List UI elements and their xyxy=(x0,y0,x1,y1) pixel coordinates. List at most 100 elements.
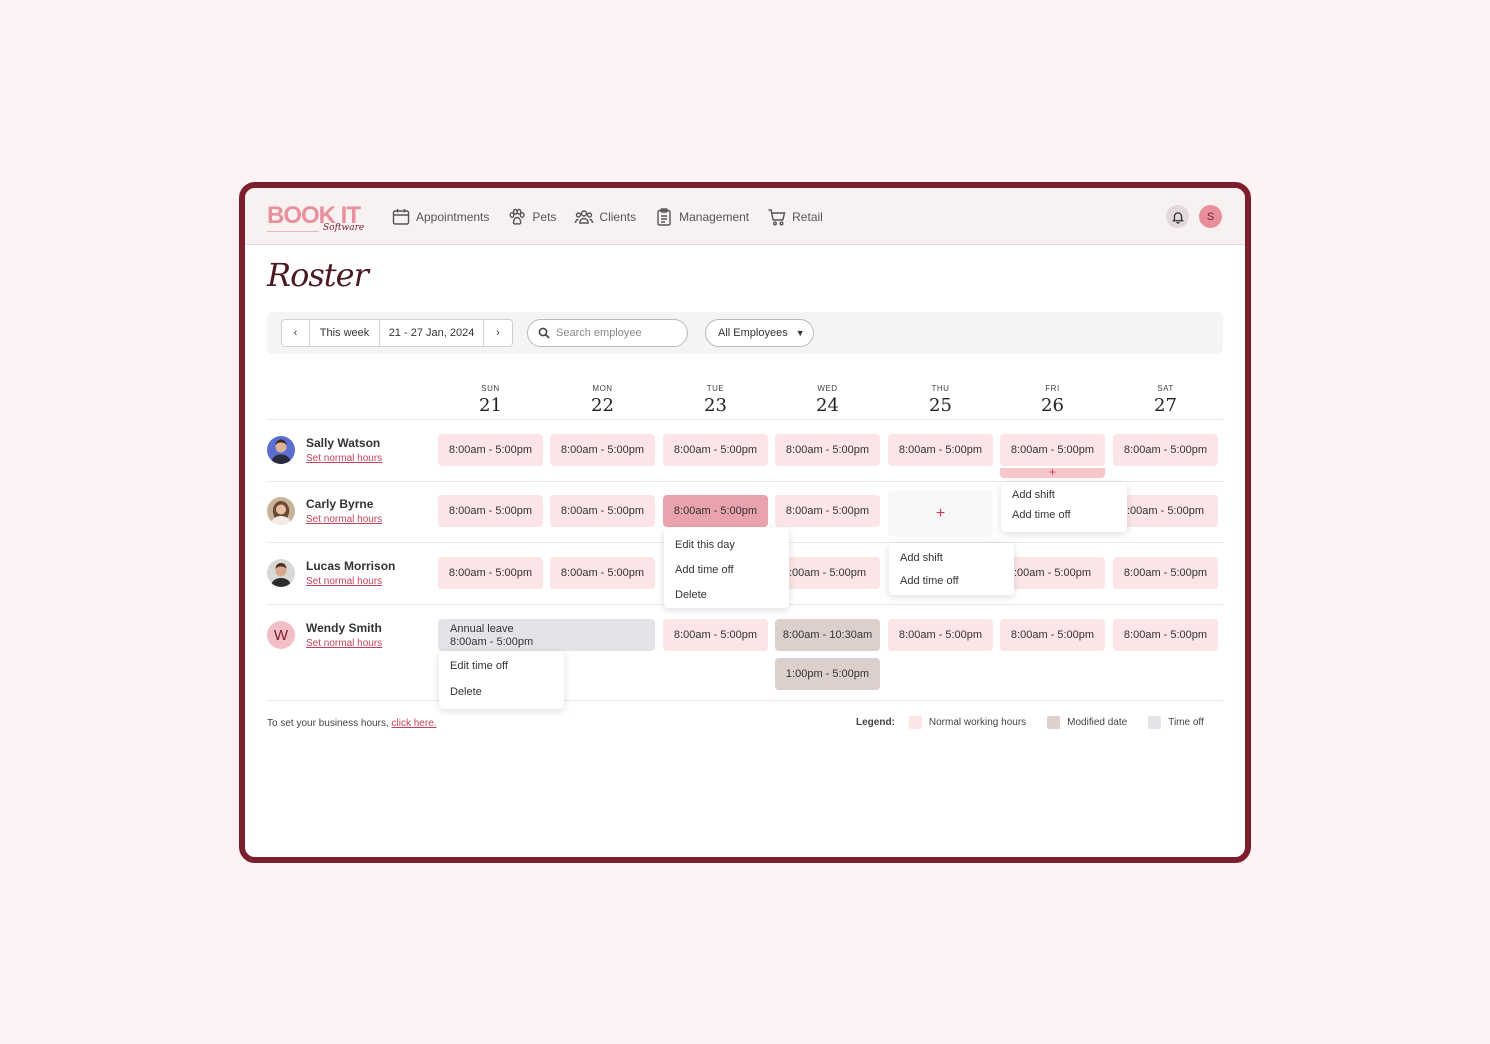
menu-item-add-time-off[interactable]: Add time off xyxy=(675,563,734,576)
shift-cell-selected[interactable]: 8:00am - 5:00pm xyxy=(663,495,768,527)
set-normal-hours-link[interactable]: Set normal hours xyxy=(306,514,383,525)
set-normal-hours-link[interactable]: Set normal hours xyxy=(306,638,383,649)
logo[interactable]: BOOK IT Software xyxy=(267,198,377,238)
this-week-button[interactable]: This week xyxy=(310,320,380,346)
day-name: FRI xyxy=(1045,384,1060,393)
employee-carly-byrne: Carly Byrne Set normal hours xyxy=(267,491,382,531)
shift-actions-menu: Edit this day Add time off Delete xyxy=(664,528,789,608)
shift-cell[interactable]: 8:00am - 5:00pm xyxy=(888,434,993,466)
legend-title: Legend: xyxy=(856,717,895,728)
avatar[interactable] xyxy=(267,497,295,525)
employee-wendy-smith: W Wendy Smith Set normal hours xyxy=(267,615,382,655)
previous-week-button[interactable]: ‹ xyxy=(282,320,310,346)
day-date: 22 xyxy=(591,395,614,416)
nav-retail[interactable]: Retail xyxy=(767,207,823,227)
row-divider xyxy=(267,700,1223,701)
modified-shift-cell[interactable]: 1:00pm - 5:00pm xyxy=(775,658,880,690)
bell-icon xyxy=(1171,211,1184,224)
shift-cell[interactable]: 8:00am - 5:00pm xyxy=(438,434,543,466)
search-employee-input[interactable] xyxy=(556,327,676,339)
nav-management[interactable]: Management xyxy=(654,207,749,227)
menu-item-add-time-off[interactable]: Add time off xyxy=(900,574,959,587)
nav-label: Retail xyxy=(792,209,823,224)
nav-label: Clients xyxy=(599,209,637,224)
day-date: 21 xyxy=(479,395,502,416)
menu-item-edit-this-day[interactable]: Edit this day xyxy=(675,538,735,551)
day-date: 26 xyxy=(1041,395,1064,416)
note-text: To set your business hours, xyxy=(267,718,392,729)
date-range[interactable]: 21 - 27 Jan, 2024 xyxy=(380,320,484,346)
roster-toolbar: ‹ This week 21 - 27 Jan, 2024 › All Empl… xyxy=(267,312,1223,354)
menu-item-add-time-off[interactable]: Add time off xyxy=(1012,509,1071,521)
employee-name: Sally Watson xyxy=(306,436,381,450)
shift-cell[interactable]: :00am - 5:00pm xyxy=(1113,495,1218,527)
row-divider xyxy=(267,419,1223,420)
set-normal-hours-link[interactable]: Set normal hours xyxy=(306,576,383,587)
day-header-thu: THU 25 xyxy=(888,384,993,416)
menu-item-add-shift[interactable]: Add shift xyxy=(900,551,943,564)
shift-cell[interactable]: 8:00am - 5:00pm xyxy=(663,434,768,466)
legend-swatch xyxy=(908,716,922,729)
add-shift-plus-button[interactable]: + xyxy=(1000,466,1105,478)
nav-clients[interactable]: Clients xyxy=(574,207,636,227)
chevron-down-icon: ▼ xyxy=(795,328,805,338)
shift-cell[interactable]: 8:00am - 5:00pm xyxy=(550,557,655,589)
add-shift-empty-cell[interactable]: + xyxy=(888,491,993,537)
app-window: BOOK IT Software Appointments Pets Clien… xyxy=(239,182,1251,863)
employee-name: Carly Byrne xyxy=(306,497,374,511)
next-week-button[interactable]: › xyxy=(496,327,500,339)
avatar[interactable] xyxy=(267,559,295,587)
employee-lucas-morrison: Lucas Morrison Set normal hours xyxy=(267,553,395,593)
day-header-fri: FRI 26 xyxy=(1000,384,1105,416)
row-divider xyxy=(267,481,1223,482)
nav-label: Pets xyxy=(532,209,557,224)
day-header-tue: TUE 23 xyxy=(663,384,768,416)
nav-label: Management xyxy=(679,209,750,224)
nav-pets[interactable]: Pets xyxy=(507,207,556,227)
legend-item-time-off: Time off xyxy=(1148,716,1204,729)
calendar-icon xyxy=(392,208,410,225)
paw-icon xyxy=(509,208,526,225)
user-avatar[interactable]: S xyxy=(1199,205,1222,228)
shift-cell[interactable]: 8:00am - 5:00pm xyxy=(1113,557,1218,589)
avatar[interactable]: W xyxy=(267,621,295,649)
set-normal-hours-link[interactable]: Set normal hours xyxy=(306,453,383,464)
day-name: SUN xyxy=(481,384,500,393)
shift-cell[interactable]: 8:00am - 5:00pm xyxy=(550,434,655,466)
shift-cell[interactable]: 8:00am - 5:00pm xyxy=(438,495,543,527)
menu-item-delete[interactable]: Delete xyxy=(450,686,482,698)
add-shift-menu: Add shift Add time off xyxy=(889,543,1014,595)
shift-cell[interactable]: 8:00am - 5:00pm xyxy=(1113,619,1218,651)
shift-cell[interactable]: 8:00am - 5:00pm xyxy=(438,557,543,589)
search-icon xyxy=(538,327,550,339)
shift-cell[interactable]: 8:00am - 5:00pm xyxy=(775,495,880,527)
shift-cell[interactable]: :00am - 5:00pm xyxy=(1000,557,1105,589)
time-off-time: 8:00am - 5:00pm xyxy=(450,636,534,648)
shift-cell[interactable]: 8:00am - 5:00pm xyxy=(550,495,655,527)
business-hours-link[interactable]: click here. xyxy=(391,718,437,729)
employee-sally-watson: Sally Watson Set normal hours xyxy=(267,430,382,470)
shift-cell[interactable]: 8:00am - 5:00pm xyxy=(1000,619,1105,651)
time-off-actions-menu: Edit time off Delete xyxy=(439,651,564,709)
menu-item-delete[interactable]: Delete xyxy=(675,588,707,601)
shift-cell[interactable]: 8:00am - 5:00pm xyxy=(1000,434,1105,466)
time-off-block[interactable]: Annual leave 8:00am - 5:00pm xyxy=(438,619,655,651)
shift-cell[interactable]: 8:00am - 5:00pm xyxy=(775,434,880,466)
notifications-button[interactable] xyxy=(1166,205,1189,228)
shift-cell[interactable]: 8:00am - 5:00pm xyxy=(663,619,768,651)
shift-cell[interactable]: 8:00am - 5:00pm xyxy=(888,619,993,651)
day-date: 27 xyxy=(1154,395,1177,416)
employee-name: Wendy Smith xyxy=(306,621,382,635)
shift-cell[interactable]: 8:00am - 5:00pm xyxy=(1113,434,1218,466)
menu-item-add-shift[interactable]: Add shift xyxy=(1012,489,1055,501)
shift-cell[interactable]: :00am - 5:00pm xyxy=(775,557,880,589)
nav-appointments[interactable]: Appointments xyxy=(391,207,489,227)
menu-item-edit-time-off[interactable]: Edit time off xyxy=(450,660,508,672)
modified-shift-cell[interactable]: 8:00am - 10:30am xyxy=(775,619,880,651)
legend-label: Time off xyxy=(1168,717,1204,728)
cart-icon xyxy=(768,208,786,225)
employee-filter-dropdown[interactable]: All Employees ▼ xyxy=(705,319,814,347)
day-name: WED xyxy=(817,384,838,393)
legend-swatch xyxy=(1148,716,1162,729)
avatar[interactable] xyxy=(267,436,295,464)
